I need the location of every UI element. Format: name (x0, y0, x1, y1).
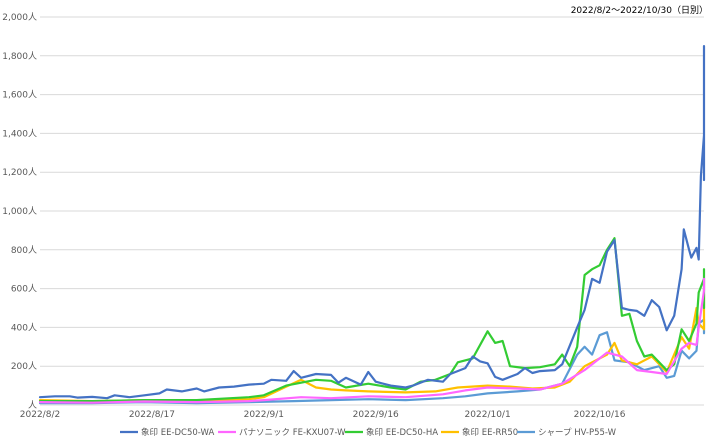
y-tick-label: 600人 (11, 284, 37, 295)
legend-item: シャープ HV-P55-W (517, 428, 617, 438)
x-tick-label: 2022/10/16 (574, 410, 626, 420)
legend-label: パナソニック FE-KXU07-W (239, 428, 346, 438)
x-tick-label: 2022/9/16 (353, 410, 399, 420)
legend-item: パナソニック FE-KXU07-W (218, 428, 346, 438)
legend-item: 象印 EE-RR50 (441, 427, 518, 438)
y-tick-label: 200人 (11, 361, 37, 372)
x-tick-label: 2022/8/2 (20, 410, 60, 420)
x-axis-tick-labels: 2022/8/2 2022/8/17 2022/9/1 2022/9/16 2022/1… (20, 410, 626, 420)
legend-item: 象印 EE-DC50-HA (345, 427, 438, 438)
series-line (38, 237, 706, 403)
legend-label: 象印 EE-DC50-HA (366, 427, 438, 438)
x-tick-label: 2022/8/17 (129, 410, 175, 420)
series-line (38, 277, 706, 404)
y-axis-tick-labels: 人 200人 400人 600人 800人 1,000人 1,200人 1,400人 1,600… (2, 12, 37, 411)
date-range-caption: 2022/8/2～2022/10/30（日別） (571, 5, 708, 16)
y-tick-label: 800人 (11, 245, 37, 256)
y-tick-label: 400人 (11, 322, 37, 333)
y-tick-label: 1,400人 (2, 128, 37, 139)
y-tick-label: 1,800人 (2, 51, 37, 62)
y-tick-label: 1,000人 (2, 206, 37, 217)
legend-label: 象印 EE-DC50-WA (141, 427, 214, 438)
x-tick-label: 2022/10/1 (465, 410, 511, 420)
series-line (38, 44, 706, 400)
y-tick-label: 1,600人 (2, 90, 37, 101)
legend-item: 象印 EE-DC50-WA (120, 427, 214, 438)
series-lines (38, 44, 706, 405)
gridlines (40, 16, 704, 406)
x-tick-label: 2022/9/1 (244, 410, 284, 420)
y-tick-label: 2,000人 (2, 12, 37, 23)
legend-label: 象印 EE-RR50 (462, 427, 518, 438)
y-tick-label: 1,200人 (2, 167, 37, 178)
legend-label: シャープ HV-P55-W (538, 428, 617, 438)
y-tick-label: 人 (28, 400, 37, 411)
legend: 象印 EE-DC50-WA パナソニック FE-KXU07-W 象印 EE-DC50… (120, 427, 617, 438)
series-line (38, 318, 706, 405)
